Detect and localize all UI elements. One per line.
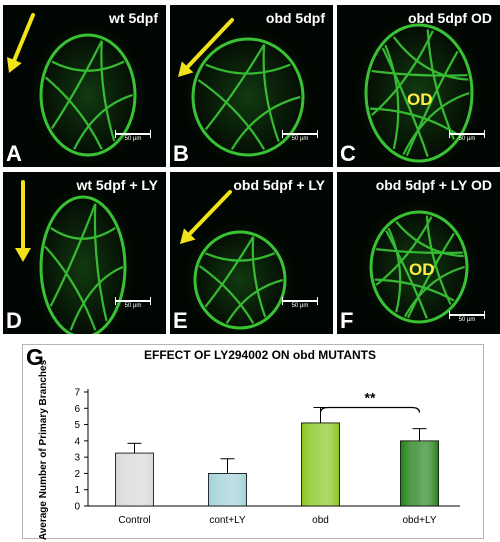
panel-e: obd 5dpf + LY E 50 µm	[170, 172, 333, 334]
x-tick-label: Control	[118, 515, 150, 526]
y-tick-label: 0	[74, 502, 80, 513]
scale-bar: 50 µm	[449, 311, 485, 324]
y-tick-label: 5	[74, 420, 80, 431]
panel-letter: D	[6, 308, 22, 333]
panel-f: obd 5dpf + LY OD F 50 µm OD	[337, 172, 500, 334]
y-axis-label: Average Number of Primary Branches	[38, 359, 49, 540]
panel-c: obd 5dpf OD C 50 µm OD	[337, 5, 500, 167]
arrow-icon	[15, 180, 31, 262]
scale-bar: 50 µm	[282, 297, 318, 310]
y-tick-label: 1	[74, 485, 80, 496]
x-tick-label: obd+LY	[402, 515, 436, 526]
vessel-image	[361, 202, 477, 332]
panel-b: obd 5dpf B 50 µm	[170, 5, 333, 167]
scale-label: 50 µm	[291, 136, 309, 142]
arrow-icon	[6, 13, 35, 73]
bar-shade	[115, 452, 154, 507]
scale-label: 50 µm	[124, 136, 142, 142]
panel-title: obd 5dpf	[265, 10, 325, 26]
vessel-image	[180, 190, 295, 334]
bar-shade	[301, 422, 340, 507]
bar-chart: EFFECT OF LY294002 ON obd MUTANTS Average…	[38, 348, 460, 540]
bar-shade	[208, 473, 247, 507]
vessel-image	[178, 18, 313, 165]
panel-letter: E	[173, 308, 188, 333]
y-tick-label: 6	[74, 404, 80, 415]
y-tick-label: 2	[74, 469, 80, 480]
od-label: OD	[409, 260, 435, 279]
y-tick-label: 4	[74, 436, 80, 447]
vessel-image	[356, 15, 482, 167]
scale-label: 50 µm	[124, 303, 142, 309]
y-tick-label: 7	[74, 388, 80, 399]
panel-title: wt 5dpf	[109, 10, 158, 26]
panel-d: wt 5dpf + LY D 50 µm	[3, 172, 166, 334]
panel-letter: B	[173, 141, 189, 166]
panel-title: obd 5dpf + LY OD	[375, 177, 492, 193]
scale-bar: 50 µm	[115, 130, 151, 143]
scale-label: 50 µm	[291, 303, 309, 309]
panel-title: wt 5dpf + LY	[76, 177, 158, 193]
panel-a: wt 5dpf A 50 µm	[3, 5, 166, 167]
x-tick-label: cont+LY	[209, 515, 246, 526]
panel-title: obd 5dpf OD	[408, 10, 492, 26]
significance-bracket	[319, 406, 421, 413]
panel-letter-g: G	[26, 344, 44, 370]
panel-letter: A	[6, 141, 22, 166]
panel-title: obd 5dpf + LY	[233, 177, 325, 193]
bar-shade	[400, 440, 439, 507]
significance-label: **	[365, 389, 376, 405]
scale-bar: 50 µm	[115, 297, 151, 310]
scale-bar: 50 µm	[282, 130, 318, 143]
od-label: OD	[407, 90, 433, 109]
arrow-icon	[178, 18, 234, 77]
chart-title: EFFECT OF LY294002 ON obd MUTANTS	[144, 348, 376, 362]
vessel-image	[15, 180, 135, 334]
panel-letter: C	[340, 141, 356, 166]
arrow-icon	[180, 190, 232, 244]
scale-bar: 50 µm	[449, 130, 485, 143]
panel-letter: F	[340, 308, 354, 333]
x-tick-label: obd	[312, 515, 329, 526]
scale-label: 50 µm	[458, 136, 476, 142]
vessel-image	[6, 13, 145, 165]
y-tick-label: 3	[74, 453, 80, 464]
scale-label: 50 µm	[458, 317, 476, 323]
